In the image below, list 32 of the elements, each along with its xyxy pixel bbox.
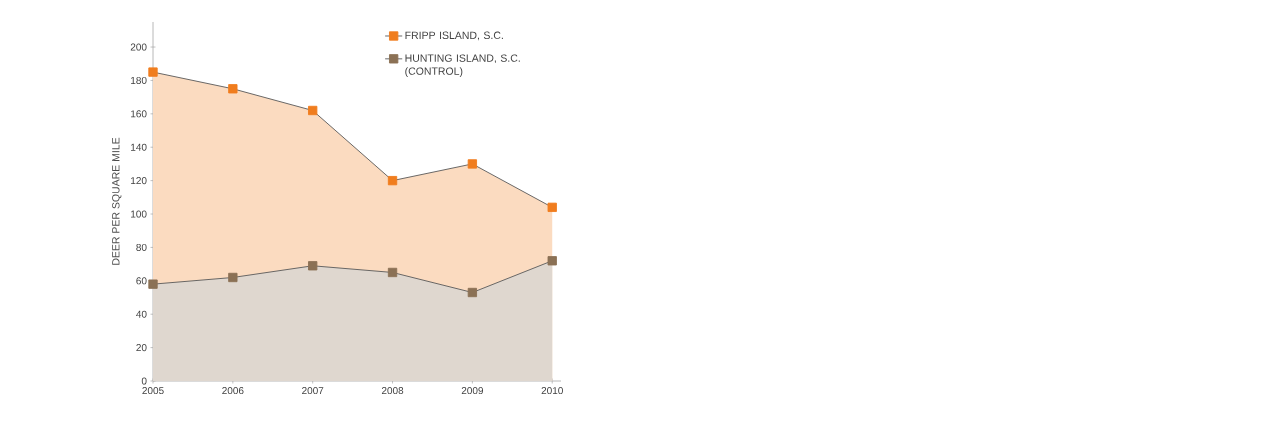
x-tick-label: 2006 (222, 387, 244, 395)
point (148, 67, 158, 77)
y-tick-label: 60 (136, 277, 147, 285)
y-tick-label: 180 (131, 76, 147, 84)
point (467, 159, 478, 169)
point (308, 261, 318, 271)
y-tick-label: 100 (131, 210, 147, 218)
point (467, 287, 478, 298)
y-tick-label: 200 (130, 43, 147, 51)
x-tick-label: 2007 (302, 387, 324, 395)
y-tick-label: 20 (136, 344, 147, 352)
y-axis-title: DEER PER SQUARE MILE (112, 137, 122, 265)
point (148, 279, 158, 289)
point (308, 105, 318, 116)
y-tick-label: 140 (131, 143, 147, 151)
legend-label: FRIPP ISLAND, S.C. (405, 31, 503, 41)
point (547, 256, 557, 266)
y-tick-label: 160 (131, 110, 147, 118)
point (387, 267, 398, 278)
point (228, 84, 238, 94)
x-tick-label: 2009 (461, 387, 484, 395)
point (547, 202, 557, 212)
y-tick-label: 80 (136, 243, 147, 251)
point (228, 272, 238, 283)
x-tick-label: 2005 (142, 387, 164, 395)
y-tick-label: 0 (141, 377, 147, 385)
legend-label: HUNTING ISLAND, S.C. (CONTROL) (405, 54, 520, 77)
y-tick-label: 120 (131, 177, 147, 185)
x-tick-label: 2010 (541, 387, 563, 395)
point (387, 175, 398, 186)
x-tick-label: 2008 (381, 387, 404, 395)
y-tick-label: 40 (136, 310, 147, 318)
